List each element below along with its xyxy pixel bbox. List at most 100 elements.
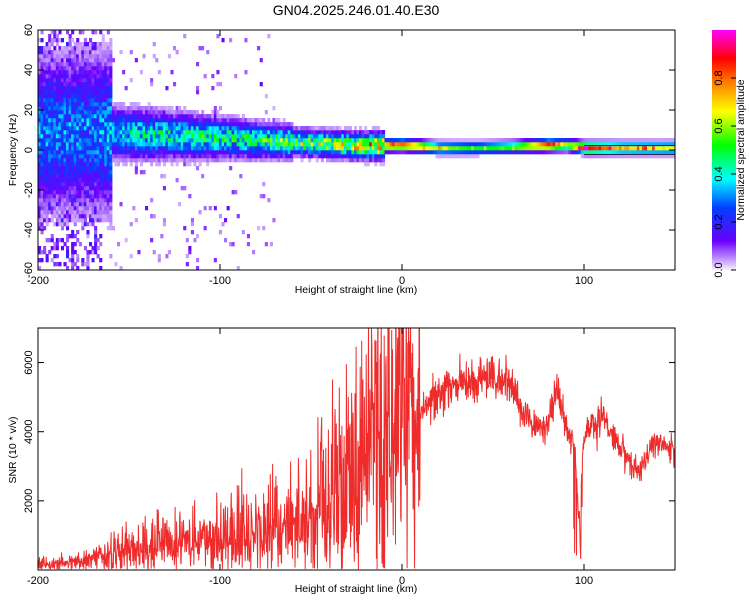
heatmap-cell (379, 162, 383, 167)
heatmap-cell (249, 122, 253, 127)
heatmap-cell (336, 126, 340, 131)
heatmap-cell (458, 138, 462, 143)
heatmap-cell (89, 50, 93, 55)
heatmap-cell (366, 146, 370, 151)
heatmap-cell (616, 150, 620, 155)
heatmap-cell (60, 38, 64, 43)
heatmap-cell (231, 150, 235, 155)
heatmap-cell (216, 70, 220, 75)
heatmap-cell (371, 130, 375, 135)
heatmap-cell (338, 146, 342, 151)
heatmap-cell (297, 134, 301, 139)
heatmap-cell (239, 142, 243, 147)
heatmap-cell (649, 142, 653, 147)
heatmap-cell (527, 146, 531, 151)
heatmap-cell (165, 158, 169, 163)
heatmap-cell (109, 102, 113, 107)
heatmap-cell (371, 150, 375, 155)
heatmap-cell (66, 254, 70, 259)
heatmap-cell (73, 66, 77, 71)
heatmap-cell (427, 142, 431, 147)
heatmap-cell (501, 138, 505, 143)
heatmap-cell (438, 138, 442, 143)
heatmap-cell (644, 142, 648, 147)
heatmap-cell (58, 54, 62, 59)
heatmap-cell (430, 150, 434, 155)
heatmap-cell (290, 134, 294, 139)
heatmap-cell (132, 146, 136, 151)
heatmap-cell (109, 170, 113, 175)
heatmap-cell (101, 214, 105, 219)
heatmap-cell (672, 150, 675, 155)
heatmap-cell (224, 158, 228, 163)
heatmap-cell (231, 190, 235, 195)
heatmap-cell (295, 126, 299, 131)
heatmap-cell (359, 130, 363, 135)
heatmap-cell (48, 142, 52, 147)
heatmap-cell (162, 162, 166, 167)
heatmap-cell (226, 150, 230, 155)
heatmap-cell (63, 222, 67, 227)
heatmap-cell (596, 150, 600, 155)
heatmap-cell (91, 146, 95, 151)
heatmap-cell (239, 126, 243, 131)
heatmap-cell (193, 138, 197, 143)
heatmap-cell (438, 150, 442, 155)
heatmap-cell (109, 50, 113, 55)
heatmap-cell (213, 106, 217, 111)
heatmap-cell (392, 142, 396, 147)
heatmap-cell (48, 50, 52, 55)
heatmap-cell (60, 54, 64, 59)
heatmap-cell (122, 158, 126, 163)
heatmap-cell (94, 122, 98, 127)
heatmap-cell (147, 158, 151, 163)
heatmap-cell (257, 154, 261, 159)
heatmap-cell (277, 122, 281, 127)
heatmap-cell (435, 138, 439, 143)
heatmap-cell (40, 98, 44, 103)
heatmap-cell (55, 214, 59, 219)
heatmap-cell (122, 130, 126, 135)
heatmap-cell (471, 150, 475, 155)
heatmap-cell (254, 118, 258, 123)
heatmap-cell (461, 138, 465, 143)
heatmap-cell (529, 146, 533, 151)
heatmap-cell (104, 102, 108, 107)
heatmap-cell (99, 266, 103, 270)
heatmap-cell (254, 142, 258, 147)
heatmap-cell (262, 142, 266, 147)
heatmap-cell (468, 150, 472, 155)
heatmap-cell (629, 150, 633, 155)
heatmap-cell (501, 146, 505, 151)
heatmap-cell (379, 158, 383, 163)
heatmap-cell (129, 134, 133, 139)
heatmap-cell (137, 142, 141, 147)
heatmap-cell (129, 50, 133, 55)
heatmap-cell (211, 138, 215, 143)
heatmap-cell (94, 114, 98, 119)
heatmap-cell (106, 218, 110, 223)
heatmap-cell (275, 154, 279, 159)
heatmap-cell (94, 130, 98, 135)
heatmap-cell (68, 34, 72, 39)
heatmap-cell (269, 146, 273, 151)
heatmap-cell (150, 110, 154, 115)
heatmap-cell (596, 154, 600, 159)
heatmap-cell (639, 150, 643, 155)
heatmap-cell (109, 162, 113, 167)
heatmap-cell (376, 134, 380, 139)
heatmap-cell (175, 118, 179, 123)
heatmap-cell (53, 122, 57, 127)
heatmap-cell (106, 42, 110, 47)
heatmap-cell (188, 126, 192, 131)
heatmap-cell (109, 126, 113, 131)
heatmap-cell (99, 130, 103, 135)
heatmap-cell (565, 150, 569, 155)
heatmap-cell (359, 142, 363, 147)
heatmap-cell (76, 230, 80, 235)
heatmap-cell (514, 138, 518, 143)
heatmap-cell (425, 146, 429, 151)
heatmap-cell (662, 154, 666, 159)
heatmap-cell (68, 70, 72, 75)
heatmap-cell (343, 134, 347, 139)
